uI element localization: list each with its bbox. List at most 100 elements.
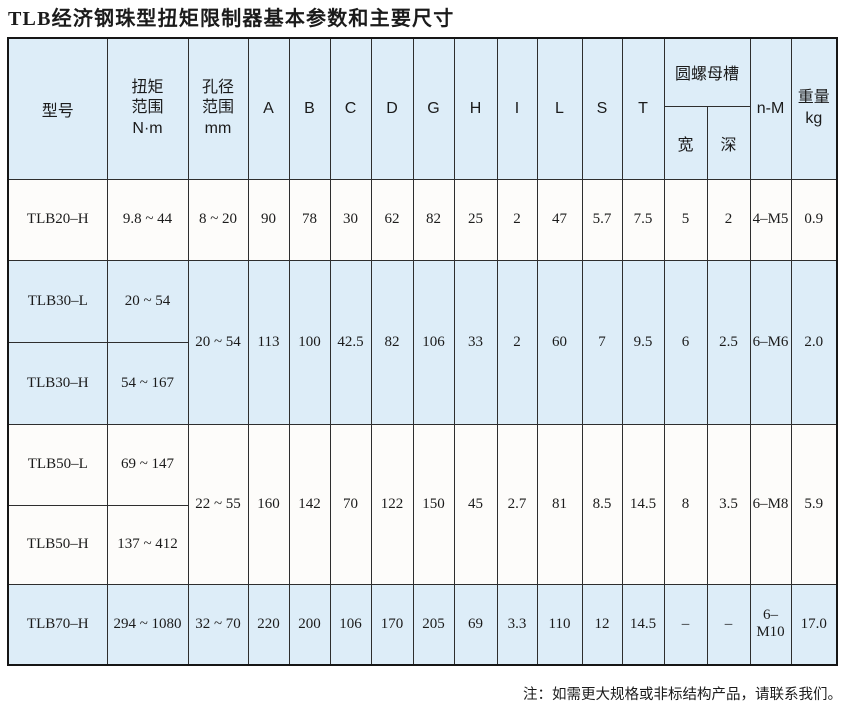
cell-torque: 20 ~ 54 bbox=[106, 259, 189, 343]
cell-L: 110 bbox=[536, 583, 583, 666]
cell-model: TLB30–L bbox=[7, 259, 108, 343]
cell-T: 9.5 bbox=[621, 259, 665, 425]
col-header-S: S bbox=[581, 37, 623, 180]
col-header-G: G bbox=[412, 37, 455, 180]
cell-I: 2 bbox=[496, 259, 538, 425]
cell-G: 150 bbox=[412, 423, 455, 585]
cell-weight: 0.9 bbox=[790, 178, 838, 261]
cell-groove-depth: – bbox=[706, 583, 751, 666]
cell-n-M: 4–M5 bbox=[749, 178, 792, 261]
cell-L: 81 bbox=[536, 423, 583, 585]
page-title: TLB经济钢珠型扭矩限制器基本参数和主要尺寸 bbox=[8, 8, 455, 30]
cell-model: TLB30–H bbox=[7, 341, 108, 425]
cell-model: TLB20–H bbox=[7, 178, 108, 261]
col-header-H: H bbox=[453, 37, 498, 180]
cell-G: 205 bbox=[412, 583, 455, 666]
cell-D: 62 bbox=[370, 178, 414, 261]
cell-B: 142 bbox=[288, 423, 331, 585]
cell-S: 7 bbox=[581, 259, 623, 425]
cell-I: 2.7 bbox=[496, 423, 538, 585]
cell-H: 45 bbox=[453, 423, 498, 585]
cell-C: 70 bbox=[329, 423, 372, 585]
table-row-tlb50-l: TLB50–L 69 ~ 147 22 ~ 55 160 142 70 122 … bbox=[7, 423, 838, 585]
cell-n-M: 6–M8 bbox=[749, 423, 792, 585]
col-header-T: T bbox=[621, 37, 665, 180]
cell-H: 69 bbox=[453, 583, 498, 666]
col-header-n-M: n-M bbox=[749, 37, 792, 180]
cell-n-M: 6–M10 bbox=[749, 583, 792, 666]
cell-torque: 137 ~ 412 bbox=[106, 504, 189, 585]
cell-torque: 9.8 ~ 44 bbox=[106, 178, 189, 261]
col-header-I: I bbox=[496, 37, 538, 180]
cell-T: 7.5 bbox=[621, 178, 665, 261]
cell-H: 33 bbox=[453, 259, 498, 425]
cell-H: 25 bbox=[453, 178, 498, 261]
col-header-A: A bbox=[247, 37, 290, 180]
cell-A: 160 bbox=[247, 423, 290, 585]
cell-I: 3.3 bbox=[496, 583, 538, 666]
spec-table: 型号 扭矩 范围 N·m 孔径 范围 mm A B C D G H I L S … bbox=[7, 37, 839, 666]
col-header-L: L bbox=[536, 37, 583, 180]
cell-bore: 22 ~ 55 bbox=[187, 423, 249, 585]
table-row-tlb70-h: TLB70–H 294 ~ 1080 32 ~ 70 220 200 106 1… bbox=[7, 583, 838, 666]
cell-n-M: 6–M6 bbox=[749, 259, 792, 425]
cell-weight: 5.9 bbox=[790, 423, 838, 585]
cell-T: 14.5 bbox=[621, 423, 665, 585]
cell-S: 8.5 bbox=[581, 423, 623, 585]
cell-torque: 54 ~ 167 bbox=[106, 341, 189, 425]
col-header-bore-range: 孔径 范围 mm bbox=[187, 37, 249, 180]
cell-groove-width: 6 bbox=[663, 259, 708, 425]
cell-S: 5.7 bbox=[581, 178, 623, 261]
cell-model: TLB70–H bbox=[7, 583, 108, 666]
col-header-weight: 重量 kg bbox=[790, 37, 838, 180]
cell-D: 122 bbox=[370, 423, 414, 585]
cell-A: 90 bbox=[247, 178, 290, 261]
cell-groove-width: – bbox=[663, 583, 708, 666]
cell-weight: 2.0 bbox=[790, 259, 838, 425]
cell-D: 170 bbox=[370, 583, 414, 666]
cell-C: 30 bbox=[329, 178, 372, 261]
cell-weight: 17.0 bbox=[790, 583, 838, 666]
cell-G: 82 bbox=[412, 178, 455, 261]
cell-B: 100 bbox=[288, 259, 331, 425]
cell-groove-width: 8 bbox=[663, 423, 708, 585]
col-header-model: 型号 bbox=[7, 37, 108, 180]
cell-model: TLB50–H bbox=[7, 504, 108, 585]
cell-L: 47 bbox=[536, 178, 583, 261]
cell-I: 2 bbox=[496, 178, 538, 261]
cell-groove-depth: 3.5 bbox=[706, 423, 751, 585]
table-row-tlb30-l: TLB30–L 20 ~ 54 20 ~ 54 113 100 42.5 82 … bbox=[7, 259, 838, 425]
cell-bore: 8 ~ 20 bbox=[187, 178, 249, 261]
table-row-tlb20-h: TLB20–H 9.8 ~ 44 8 ~ 20 90 78 30 62 82 2… bbox=[7, 178, 838, 261]
cell-S: 12 bbox=[581, 583, 623, 666]
col-header-D: D bbox=[370, 37, 414, 180]
cell-B: 78 bbox=[288, 178, 331, 261]
footer-note: 注：如需更大规格或非标结构产品，请联系我们。 bbox=[523, 687, 842, 703]
cell-torque: 294 ~ 1080 bbox=[106, 583, 189, 666]
cell-model: TLB50–L bbox=[7, 423, 108, 506]
cell-C: 42.5 bbox=[329, 259, 372, 425]
cell-A: 220 bbox=[247, 583, 290, 666]
col-header-groove-width: 宽 bbox=[663, 105, 708, 180]
cell-D: 82 bbox=[370, 259, 414, 425]
col-header-C: C bbox=[329, 37, 372, 180]
cell-B: 200 bbox=[288, 583, 331, 666]
cell-G: 106 bbox=[412, 259, 455, 425]
cell-A: 113 bbox=[247, 259, 290, 425]
cell-bore: 32 ~ 70 bbox=[187, 583, 249, 666]
cell-groove-depth: 2 bbox=[706, 178, 751, 261]
cell-groove-depth: 2.5 bbox=[706, 259, 751, 425]
cell-C: 106 bbox=[329, 583, 372, 666]
cell-bore: 20 ~ 54 bbox=[187, 259, 249, 425]
col-header-B: B bbox=[288, 37, 331, 180]
col-header-torque-range: 扭矩 范围 N·m bbox=[106, 37, 189, 180]
col-header-groove-depth: 深 bbox=[706, 105, 751, 180]
header-row-top: 型号 扭矩 范围 N·m 孔径 范围 mm A B C D G H I L S … bbox=[7, 37, 838, 180]
cell-L: 60 bbox=[536, 259, 583, 425]
cell-T: 14.5 bbox=[621, 583, 665, 666]
cell-torque: 69 ~ 147 bbox=[106, 423, 189, 506]
col-header-round-nut-groove: 圆螺母槽 bbox=[663, 37, 751, 107]
header-row-bottom: 宽 深 bbox=[8, 105, 837, 180]
cell-groove-width: 5 bbox=[663, 178, 708, 261]
